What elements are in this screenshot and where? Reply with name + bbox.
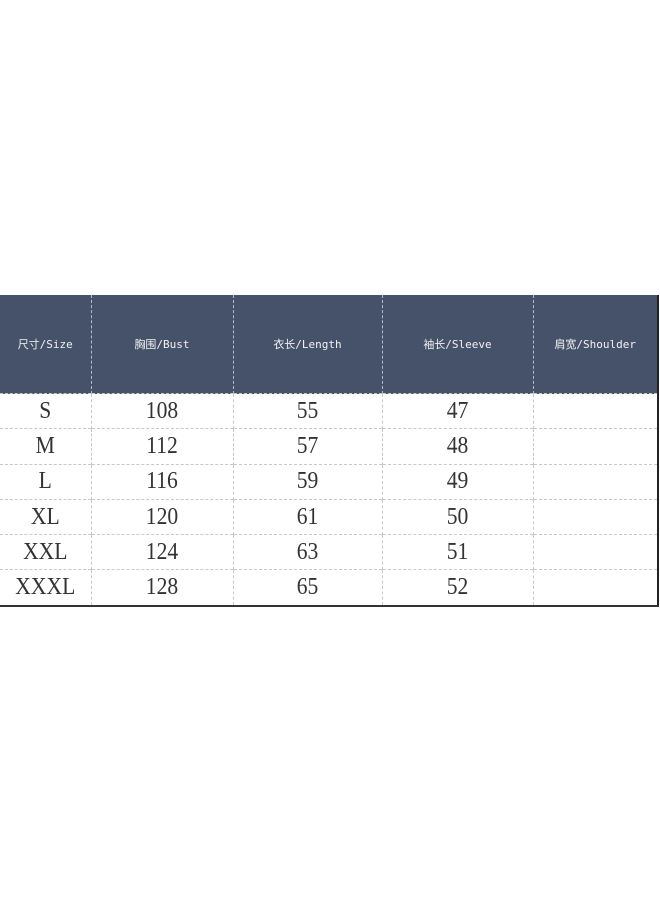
column-header: 袖长/Sleeve [381, 295, 533, 394]
table-cell: S [4, 392, 87, 429]
table-cell [538, 463, 652, 500]
table-cell: 128 [97, 569, 226, 606]
header-row: 尺寸/Size 胸围/Bust 衣长/Length 袖长/Sleeve 肩宽/Shoul… [0, 295, 658, 394]
table-cell: 47 [389, 392, 526, 429]
table-row: M 112 57 48 [0, 428, 658, 465]
table-cell [538, 569, 652, 606]
size-chart-table: 尺寸/Size 胸围/Bust 衣长/Length 袖长/Sleeve 肩宽/Shoul… [0, 295, 659, 607]
table-cell [538, 534, 652, 570]
table-cell: 116 [97, 463, 226, 500]
column-header: 衣长/Length [232, 295, 382, 394]
column-header: 尺寸/Size [0, 295, 91, 394]
table-cell: 52 [389, 569, 526, 606]
table-cell [538, 392, 652, 429]
table-row: XXXL 128 65 52 [0, 569, 658, 606]
table-cell: 49 [389, 463, 526, 500]
table-cell: 63 [240, 534, 375, 570]
table-cell: 112 [97, 428, 226, 465]
table-cell: XXL [4, 534, 87, 570]
table-cell: M [4, 428, 87, 465]
table-cell [538, 498, 652, 535]
table-row: L 116 59 49 [0, 463, 658, 500]
table-cell [538, 428, 652, 465]
table-cell: XXXL [4, 569, 87, 606]
table-cell: 57 [240, 428, 375, 465]
table-cell: 61 [240, 498, 375, 535]
table-cell: 55 [240, 392, 375, 429]
table-cell: 120 [97, 498, 226, 535]
table-cell: 59 [240, 463, 375, 500]
table-cell: 48 [389, 428, 526, 465]
table-cell: 51 [389, 534, 526, 570]
table-cell: L [4, 463, 87, 500]
table-cell: 108 [97, 392, 226, 429]
table-cell: 124 [97, 534, 226, 570]
table-row: XXL 124 63 51 [0, 534, 658, 570]
table-cell: XL [4, 498, 87, 535]
table-cell: 50 [389, 498, 526, 535]
table-row: XL 120 61 50 [0, 498, 658, 535]
table-cell: 65 [240, 569, 375, 606]
table-row: S 108 55 47 [0, 392, 658, 429]
column-header: 肩宽/Shoulder [532, 295, 658, 394]
column-header: 胸围/Bust [90, 295, 233, 394]
